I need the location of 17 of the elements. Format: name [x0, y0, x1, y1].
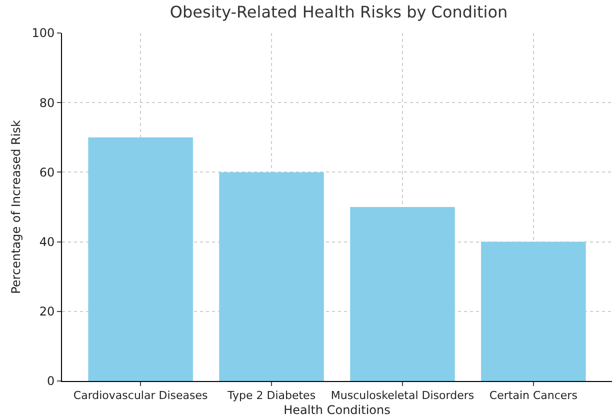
y-tick-label: 60 [39, 165, 55, 180]
bar [350, 207, 455, 381]
bar [481, 242, 586, 381]
bar [88, 137, 193, 381]
x-tick-label: Musculoskeletal Disorders [330, 389, 474, 402]
x-tick-label: Cardiovascular Diseases [73, 389, 208, 402]
y-tick-label: 40 [39, 235, 55, 249]
y-tick-label: 80 [39, 96, 55, 110]
x-tick-label: Type 2 Diabetes [226, 389, 316, 402]
x-axis-title: Health Conditions [284, 403, 390, 418]
x-tick-label: Certain Cancers [489, 389, 578, 402]
y-tick-label: 0 [46, 374, 55, 388]
y-axis-title: Percentage of Increased Risk [8, 120, 23, 294]
chart-title: Obesity-Related Health Risks by Condition [170, 2, 508, 22]
y-tick-label: 100 [32, 26, 55, 40]
bar [219, 172, 324, 381]
y-tick-label: 20 [39, 304, 55, 319]
